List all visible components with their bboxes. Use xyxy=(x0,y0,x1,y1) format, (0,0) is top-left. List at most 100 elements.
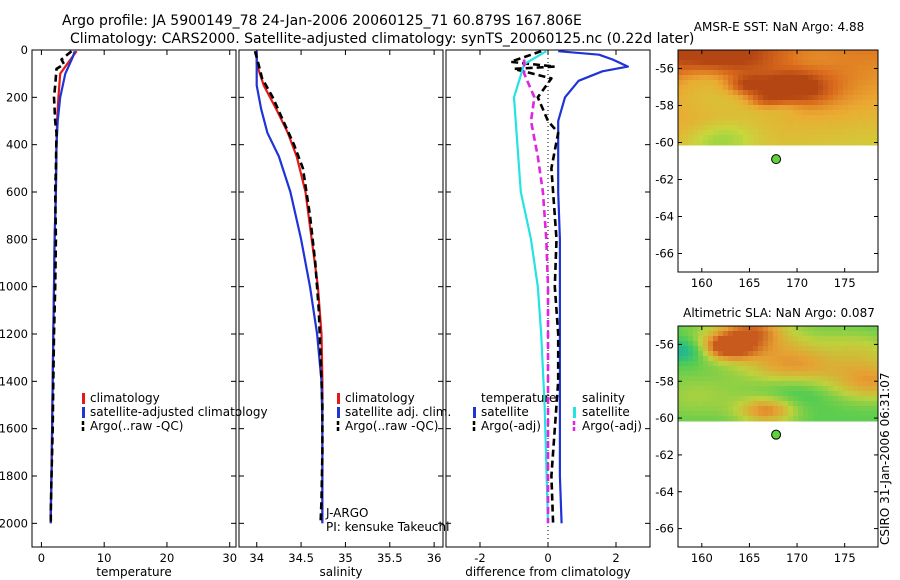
heatmap-cell xyxy=(778,125,784,131)
heatmap-cell xyxy=(703,135,709,141)
heatmap-cell xyxy=(763,341,769,347)
heatmap-cell xyxy=(828,100,834,106)
y-tick-label: -58 xyxy=(655,374,674,388)
heatmap-cell xyxy=(688,416,694,422)
heatmap-cell xyxy=(763,386,769,392)
heatmap-cell xyxy=(703,140,709,146)
heatmap-cell xyxy=(698,341,704,347)
y-tick-label: -62 xyxy=(655,173,674,187)
y-tick-label: 2000 xyxy=(0,516,28,530)
heatmap-cell xyxy=(763,70,769,76)
heatmap-cell xyxy=(758,351,764,357)
heatmap-cell xyxy=(828,346,834,352)
heatmap-cell xyxy=(768,85,774,91)
heatmap-cell xyxy=(718,366,724,372)
heatmap-cell xyxy=(758,376,764,382)
heatmap-cell xyxy=(763,411,769,417)
heatmap-cell xyxy=(823,386,829,392)
heatmap-cell xyxy=(788,135,794,141)
heatmap-cell xyxy=(843,100,849,106)
heatmap-cell xyxy=(713,65,719,71)
float-position-marker xyxy=(771,154,782,165)
heatmap-cell xyxy=(813,346,819,352)
heatmap-cell xyxy=(768,70,774,76)
heatmap-cell xyxy=(873,386,879,392)
x-tick-label: 0 xyxy=(38,551,45,565)
heatmap-cell xyxy=(743,120,749,126)
heatmap-cell xyxy=(873,125,879,131)
heatmap-cell xyxy=(788,336,794,342)
heatmap-cell xyxy=(748,85,754,91)
heatmap-cell xyxy=(798,130,804,136)
heatmap-cell xyxy=(778,105,784,111)
heatmap-cell xyxy=(738,391,744,397)
heatmap-cell xyxy=(733,90,739,96)
heatmap-cell xyxy=(743,75,749,81)
heatmap-cell xyxy=(853,70,859,76)
heatmap-cell xyxy=(813,341,819,347)
heatmap-cell xyxy=(773,65,779,71)
heatmap-cell xyxy=(853,85,859,91)
heatmap-cell xyxy=(713,391,719,397)
x-tick-label: 30 xyxy=(222,551,237,565)
heatmap-cell xyxy=(718,361,724,367)
heatmap-cell xyxy=(848,336,854,342)
heatmap-cell xyxy=(688,361,694,367)
heatmap-cell xyxy=(828,401,834,407)
heatmap-cell xyxy=(723,336,729,342)
heatmap-cell xyxy=(803,55,809,61)
heatmap-cell xyxy=(678,391,684,397)
heatmap-cell xyxy=(783,341,789,347)
heatmap-cell xyxy=(838,95,844,101)
heatmap-cell xyxy=(708,411,714,417)
heatmap-cell xyxy=(828,90,834,96)
heatmap-cell xyxy=(723,65,729,71)
heatmap-cell xyxy=(808,65,814,71)
heatmap-cell xyxy=(723,341,729,347)
heatmap-cell xyxy=(708,100,714,106)
heatmap-cell xyxy=(808,371,814,377)
heatmap-cell xyxy=(738,135,744,141)
heatmap-cell xyxy=(748,396,754,402)
heatmap-cell xyxy=(803,376,809,382)
heatmap-cell xyxy=(703,406,709,412)
heatmap-cell xyxy=(778,80,784,86)
heatmap-cell xyxy=(698,356,704,362)
heatmap-cell xyxy=(698,361,704,367)
heatmap-cell xyxy=(713,50,719,56)
heatmap-cell xyxy=(793,381,799,387)
heatmap-cell xyxy=(833,366,839,372)
heatmap-cell xyxy=(803,371,809,377)
heatmap-cell xyxy=(843,396,849,402)
heatmap-cell xyxy=(753,105,759,111)
heatmap-cell xyxy=(763,381,769,387)
heatmap-cell xyxy=(793,366,799,372)
heatmap-cell xyxy=(783,366,789,372)
heatmap-cell xyxy=(738,386,744,392)
heatmap-cell xyxy=(788,351,794,357)
heatmap-cell xyxy=(798,346,804,352)
heatmap-cell xyxy=(678,386,684,392)
heatmap-cell xyxy=(803,130,809,136)
heatmap-cell xyxy=(838,366,844,372)
heatmap-cell xyxy=(813,115,819,121)
heatmap-cell xyxy=(753,125,759,131)
heatmap-cell xyxy=(843,411,849,417)
heatmap-cell xyxy=(678,331,684,337)
heatmap-cell xyxy=(838,371,844,377)
heatmap-cell xyxy=(863,95,869,101)
heatmap-cell xyxy=(788,80,794,86)
heatmap-cell xyxy=(823,65,829,71)
heatmap-cell xyxy=(798,371,804,377)
heatmap-cell xyxy=(758,386,764,392)
heatmap-cell xyxy=(678,85,684,91)
heatmap-cell xyxy=(763,401,769,407)
heatmap-cell xyxy=(763,391,769,397)
heatmap-cell xyxy=(678,115,684,121)
heatmap-cell xyxy=(723,95,729,101)
heatmap-cell xyxy=(748,95,754,101)
heatmap-cell xyxy=(763,60,769,66)
heatmap-cell xyxy=(733,50,739,56)
heatmap-cell xyxy=(838,346,844,352)
heatmap-cell xyxy=(773,386,779,392)
